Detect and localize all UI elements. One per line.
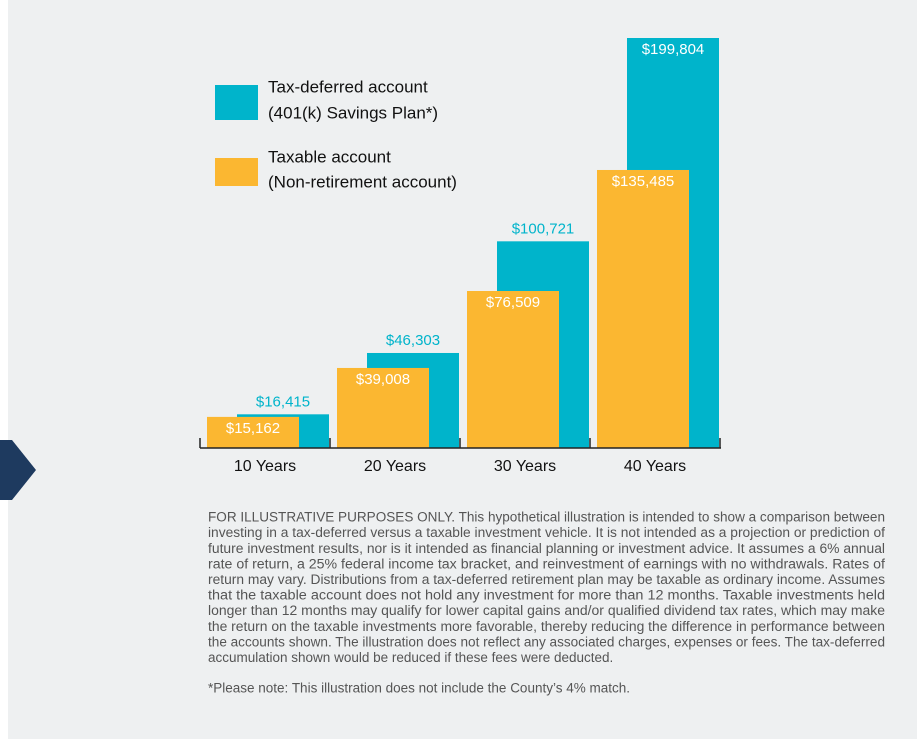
chevron: [0, 440, 36, 500]
bar: [597, 169, 689, 449]
footnote-line: return may vary. Distributions from a ta…: [208, 572, 885, 587]
data-label: $16,415: [256, 393, 310, 410]
data-label: $39,008: [356, 371, 410, 388]
legend-label: Tax-deferred account: [268, 77, 428, 96]
footnote-line: rate of return, a 25% federal income tax…: [208, 556, 885, 571]
data-label: $46,303: [386, 332, 440, 349]
bar: [467, 291, 559, 448]
data-label: $199,804: [642, 41, 705, 58]
footnote-line: that the taxable account does not hold a…: [208, 588, 885, 603]
footnote-line: accumulation shown would be reduced if t…: [208, 650, 613, 665]
footnote-line: the return on the taxable investments mo…: [208, 619, 885, 634]
legend-swatch: [215, 158, 258, 186]
note: *Please note: This illustration does not…: [208, 681, 630, 696]
data-label: $100,721: [512, 220, 575, 237]
data-label: $15,162: [226, 420, 280, 437]
panel: [8, 0, 917, 739]
x-tick-label: 20 Years: [364, 458, 426, 475]
bar: [207, 416, 299, 448]
footnote-line: investing in a tax-deferred versus a tax…: [208, 525, 885, 540]
legend-label: (Non-retirement account): [268, 172, 457, 191]
x-tick-label: 40 Years: [624, 458, 686, 475]
footnote-line: future investment results, nor is it int…: [208, 541, 885, 556]
footnote-line: the accounts shown. The illustration doe…: [208, 634, 885, 649]
footnote-line: longer than 12 months may qualify for lo…: [208, 603, 885, 618]
legend-label: Taxable account: [268, 147, 391, 166]
legend-swatch: [215, 85, 258, 120]
data-label: $76,509: [486, 294, 540, 311]
legend-label: (401(k) Savings Plan*): [268, 103, 438, 122]
data-label: $135,485: [612, 173, 675, 190]
bar: [337, 367, 429, 448]
x-tick-label: 10 Years: [234, 458, 296, 475]
x-tick-label: 30 Years: [494, 458, 556, 475]
footnote-line: FOR ILLUSTRATIVE PURPOSES ONLY. This hyp…: [208, 510, 885, 525]
